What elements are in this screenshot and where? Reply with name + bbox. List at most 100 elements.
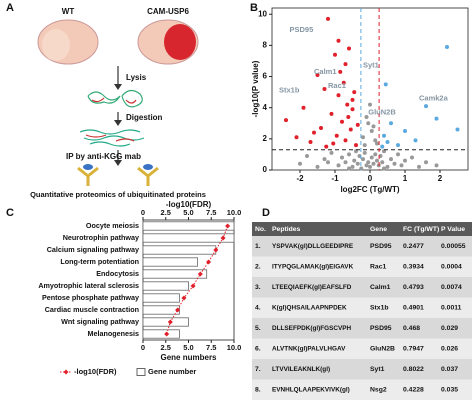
point — [389, 121, 393, 126]
point — [315, 164, 320, 169]
table-row-bg — [252, 379, 472, 400]
point — [343, 160, 348, 165]
point — [347, 46, 351, 51]
category-label: Amyotrophic lateral sclerosis — [38, 281, 139, 290]
point — [362, 143, 367, 148]
point — [284, 118, 288, 123]
peptides — [79, 129, 145, 147]
point — [350, 97, 355, 102]
category-label: Long-term potentiation — [60, 257, 139, 266]
category-label: Neurotrophin pathway — [63, 233, 139, 242]
x-tick-label: 5.0 — [183, 343, 193, 352]
fdr-marker — [175, 307, 181, 313]
category-label: Cardiac muscle contraction — [45, 305, 139, 314]
fdr-line — [166, 225, 229, 335]
category-label: Calcium signaling pathway — [47, 245, 139, 254]
antigen — [143, 164, 153, 170]
table-cell: 5. — [255, 325, 261, 332]
table-cell: Stx1b — [370, 305, 389, 312]
point — [434, 116, 439, 121]
table-row-bg — [252, 277, 472, 298]
point — [298, 161, 302, 166]
y-tick-label: 10 — [258, 9, 267, 18]
table-cell: 6. — [255, 346, 261, 353]
table-cell: Syt1 — [370, 366, 385, 373]
group-label: CAM-USP6 — [147, 7, 189, 16]
x-tick-label: 0 — [368, 174, 373, 183]
table-cell: 0.035 — [441, 387, 458, 394]
annotation: Stx1b — [279, 86, 300, 95]
fdr-marker — [197, 271, 203, 277]
table-cell: 0.026 — [441, 346, 458, 353]
annotation: Syt1 — [363, 61, 379, 70]
point — [417, 164, 421, 169]
table-cell: DLLSEFPDK(gl)FGSCVPH — [272, 325, 352, 332]
x2-axis-label: -log10(FDR) — [166, 200, 212, 209]
point — [326, 16, 330, 21]
point — [301, 105, 306, 110]
x-tick-label: 2.5 — [161, 343, 171, 352]
point — [403, 158, 407, 163]
table-row-bg — [252, 338, 472, 359]
point — [355, 161, 360, 166]
panel-label: D — [262, 207, 270, 219]
annotation: GluN2B — [368, 107, 396, 116]
table-cell: 7. — [255, 366, 261, 373]
x2-tick-label: 10.0 — [227, 208, 242, 217]
tg-brain-red — [164, 24, 196, 60]
point — [305, 153, 309, 158]
point — [341, 80, 346, 85]
fdr-marker — [181, 295, 187, 301]
arrowhead — [114, 84, 122, 90]
table-header: FC (Tg/WT) — [403, 226, 439, 233]
annotation: Calm1 — [314, 67, 337, 76]
table-cell: 4. — [255, 305, 261, 312]
point — [334, 133, 339, 138]
point — [324, 144, 329, 149]
y-tick-label: 2 — [263, 134, 268, 143]
category-label: Pentose phosphate pathway — [42, 293, 139, 302]
point — [382, 166, 386, 171]
point — [413, 138, 418, 143]
point — [369, 129, 374, 134]
category-label: Melanogenesis — [87, 329, 139, 338]
x-tick-label: -1 — [331, 174, 339, 183]
x-tick-label: 1 — [403, 174, 408, 183]
point — [346, 115, 351, 120]
point — [366, 121, 371, 126]
table-cell: 0.7947 — [403, 346, 424, 353]
point — [336, 163, 341, 168]
point — [366, 160, 371, 165]
point — [375, 141, 379, 146]
point — [354, 149, 358, 154]
x-axis-label: Gene numbers — [160, 353, 217, 362]
y-tick-label: 8 — [263, 40, 268, 49]
x-axis-label: log2FC (Tg/WT) — [340, 185, 399, 194]
table-header: No. — [255, 226, 266, 233]
x-tick-label: 0 — [141, 343, 145, 352]
table-cell: YSPVAK(gl)DLLGEEDIPRE — [272, 243, 354, 250]
table-cell: 1. — [255, 243, 261, 250]
table-cell: 0.2477 — [403, 243, 424, 250]
point — [380, 160, 385, 165]
table-cell: ALVTNK(gl)PALVLHGAV — [272, 345, 346, 352]
point — [336, 93, 341, 98]
table-cell: 0.468 — [403, 325, 420, 332]
arrowhead — [114, 160, 122, 166]
point — [326, 160, 330, 165]
lysate — [87, 89, 143, 108]
table-cell: 0.037 — [441, 366, 458, 373]
x-tick-label: 10.0 — [227, 343, 242, 352]
table-cell: PSD95 — [370, 325, 392, 332]
bar — [142, 221, 235, 231]
fdr-marker — [213, 247, 219, 253]
table-cell: Calm1 — [370, 284, 391, 291]
bar — [142, 233, 235, 243]
x2-tick-label: 0 — [141, 208, 145, 217]
table-cell: EVNHLQLAAPEKVIVK(gl) — [272, 386, 350, 393]
category-label: Wnt signaling pathway — [61, 317, 139, 326]
point — [336, 38, 341, 43]
point — [445, 44, 449, 49]
table-cell: Nsg2 — [370, 387, 387, 394]
bar — [142, 281, 189, 291]
